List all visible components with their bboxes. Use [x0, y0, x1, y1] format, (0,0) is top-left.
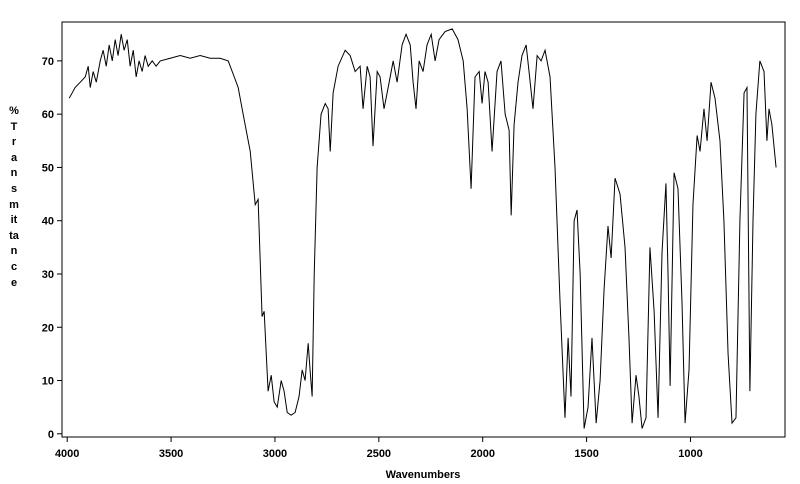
x-tick-label: 1000 [678, 448, 702, 460]
y-tick-label: 70 [42, 56, 54, 68]
x-tick-label: 2500 [367, 448, 391, 460]
x-tick-label: 2000 [470, 448, 494, 460]
x-tick-label: 1500 [574, 448, 598, 460]
x-tick-label: 3000 [263, 448, 287, 460]
x-tick-label: 4000 [55, 448, 79, 460]
y-tick-label: 60 [42, 109, 54, 121]
x-tick-label: 3500 [159, 448, 183, 460]
y-tick-label: 10 [42, 376, 54, 388]
y-tick-label: 0 [48, 429, 54, 441]
plot-frame [61, 21, 786, 438]
y-tick-label: 20 [42, 322, 54, 334]
y-tick-label: 50 [42, 162, 54, 174]
y-axis-label: % Transmittance [9, 105, 19, 289]
spectrum-line [68, 28, 777, 429]
y-tick-label: 40 [42, 216, 54, 228]
y-tick-label: 30 [42, 269, 54, 281]
x-axis-label: Wavenumbers [386, 469, 461, 481]
